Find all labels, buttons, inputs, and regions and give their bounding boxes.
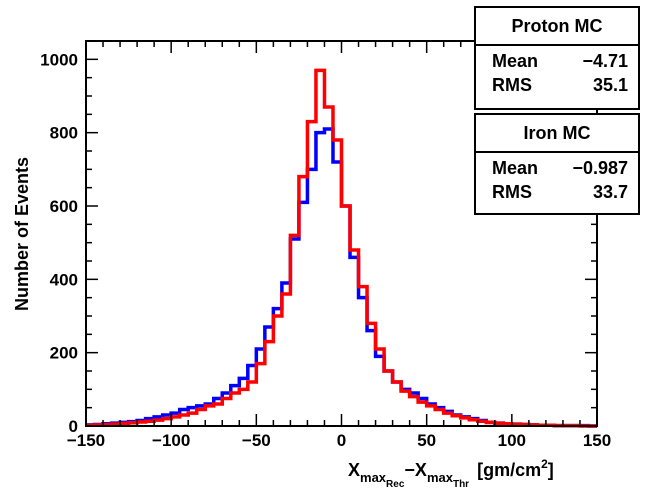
x-title-main2: X	[415, 460, 427, 480]
y-axis-title: Number of Events	[12, 157, 32, 311]
x-title-unit-close: ]	[548, 460, 554, 480]
stats-value: −0.987	[572, 158, 628, 178]
x-tick-label: −150	[67, 431, 105, 450]
x-title-subsub2: Thr	[453, 479, 469, 490]
x-tick-label: 100	[498, 431, 526, 450]
stats-row-rms: RMS 35.1	[476, 73, 638, 97]
x-axis-title: XmaxRec−XmaxThr[gm/cm2]	[348, 457, 554, 490]
stats-label: RMS	[492, 75, 532, 95]
x-title-subsub1: Rec	[386, 479, 405, 490]
x-tick-label: 150	[583, 431, 611, 450]
y-tick-label: 200	[50, 344, 78, 363]
stats-label: Mean	[492, 158, 539, 178]
y-tick-label: 0	[69, 417, 78, 436]
stats-value: −4.71	[582, 51, 628, 71]
x-tick-label: 50	[417, 431, 436, 450]
y-tick-label: 600	[50, 197, 78, 216]
x-tick-label: −50	[242, 431, 271, 450]
stats-label: Mean	[492, 51, 539, 71]
x-title-unit-open: [gm/cm	[477, 460, 541, 480]
stats-value: 35.1	[592, 75, 628, 95]
x-title-sub2: max	[427, 470, 454, 485]
stats-box-proton: Proton MC Mean −4.71 RMS 35.1	[474, 6, 640, 110]
stats-label: RMS	[492, 182, 532, 202]
x-title-sub1: max	[360, 470, 387, 485]
y-tick-label: 400	[50, 270, 78, 289]
stats-row-mean: Mean −0.987	[476, 156, 638, 180]
stats-row-rms: RMS 33.7	[476, 180, 638, 204]
stats-title: Proton MC	[476, 8, 638, 46]
x-tick-label: 0	[337, 431, 346, 450]
y-tick-label: 800	[50, 124, 78, 143]
x-title-unit-sup: 2	[541, 457, 548, 471]
stats-title: Iron MC	[476, 115, 638, 153]
stats-row-mean: Mean −4.71	[476, 49, 638, 73]
x-title-main1: X	[348, 460, 360, 480]
stats-value: 33.7	[592, 182, 628, 202]
y-tick-label: 1000	[40, 50, 78, 69]
x-title-minus: −	[404, 460, 415, 480]
x-tick-label: −100	[152, 431, 190, 450]
stats-box-iron: Iron MC Mean −0.987 RMS 33.7	[474, 113, 640, 215]
